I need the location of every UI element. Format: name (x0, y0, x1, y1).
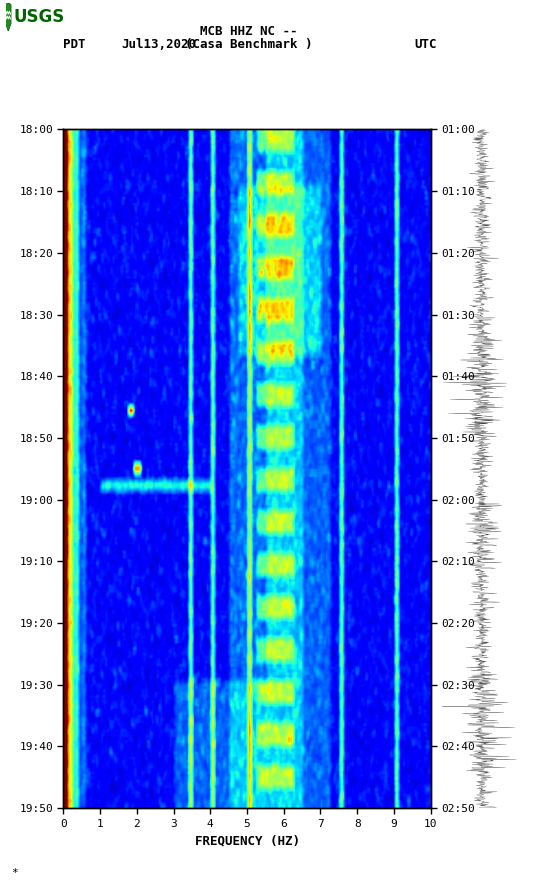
X-axis label: FREQUENCY (HZ): FREQUENCY (HZ) (194, 834, 300, 847)
Text: MCB HHZ NC --: MCB HHZ NC -- (200, 25, 297, 38)
Text: *: * (11, 868, 18, 879)
Text: UTC: UTC (414, 38, 437, 51)
Polygon shape (6, 3, 11, 31)
Text: PDT: PDT (63, 38, 86, 51)
Text: Jul13,2020: Jul13,2020 (121, 38, 197, 51)
Text: USGS: USGS (14, 8, 65, 26)
Text: (Casa Benchmark ): (Casa Benchmark ) (185, 38, 312, 51)
